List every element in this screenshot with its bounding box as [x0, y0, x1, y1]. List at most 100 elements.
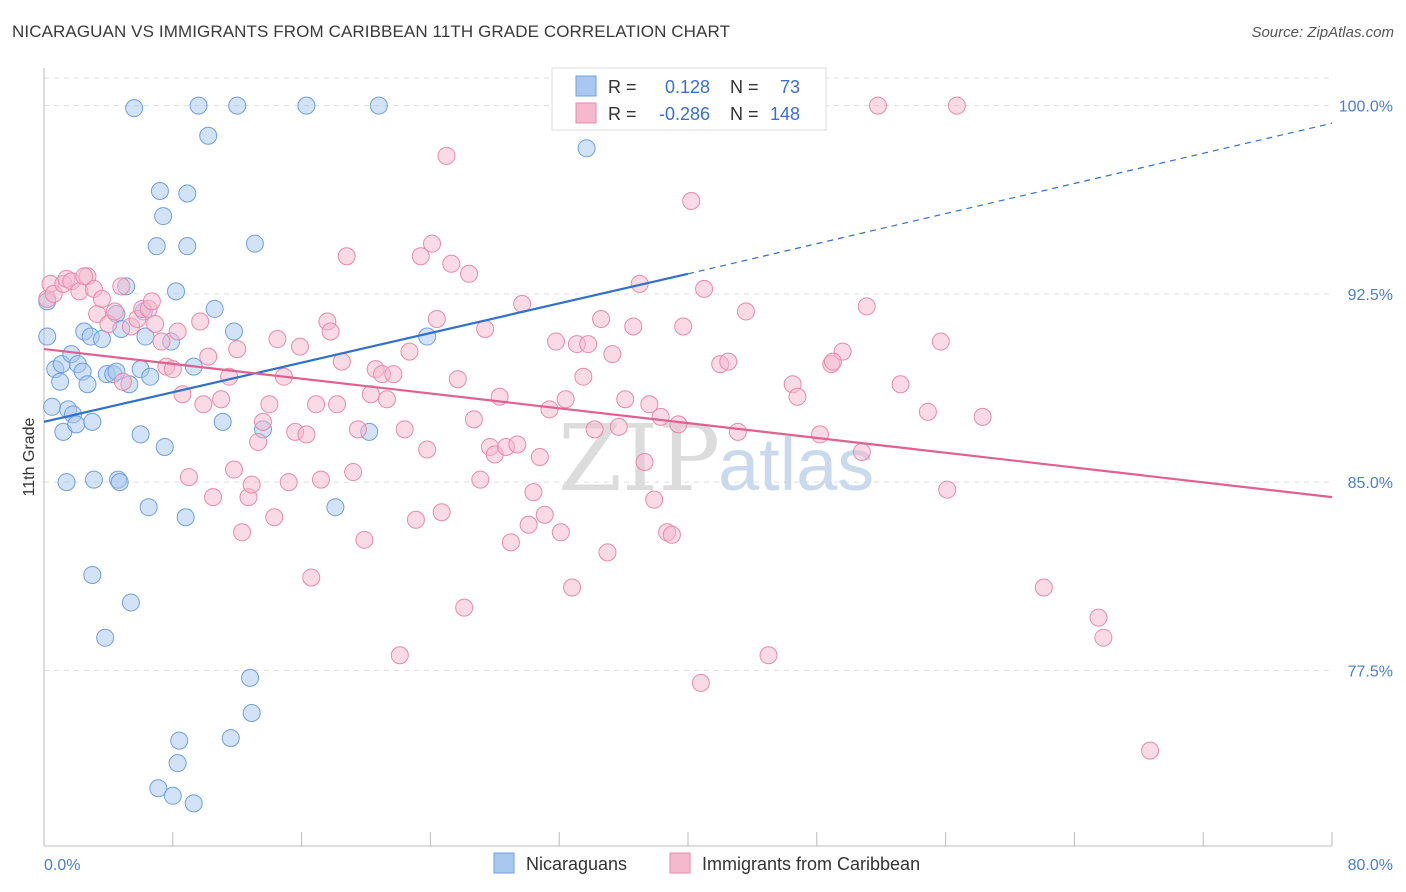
- point-caribbean: [455, 598, 474, 617]
- point-nicaraguans: [57, 473, 76, 492]
- point-caribbean: [645, 490, 664, 509]
- point-caribbean: [249, 432, 268, 451]
- point-caribbean: [476, 320, 495, 339]
- point-caribbean: [406, 510, 425, 529]
- legend-swatch-pink: [575, 102, 597, 124]
- point-caribbean: [609, 417, 628, 436]
- point-caribbean: [191, 312, 210, 331]
- legend-n-label-blue: N =: [730, 77, 759, 97]
- y-axis-title: 11th Grade: [21, 417, 38, 496]
- point-caribbean: [973, 407, 992, 426]
- point-nicaraguans: [78, 375, 97, 394]
- point-caribbean: [395, 420, 414, 439]
- point-caribbean: [852, 442, 871, 461]
- trend-line-extension-nicaraguans: [687, 122, 1333, 275]
- point-caribbean: [390, 646, 409, 665]
- point-caribbean: [592, 309, 611, 328]
- point-caribbean: [311, 470, 330, 489]
- point-caribbean: [279, 473, 298, 492]
- point-nicaraguans: [141, 367, 160, 386]
- point-caribbean: [635, 453, 654, 472]
- bottom-legend-label-pink: Immigrants from Caribbean: [702, 854, 920, 874]
- point-nicaraguans: [154, 207, 173, 226]
- point-caribbean: [551, 523, 570, 542]
- point-caribbean: [624, 317, 643, 336]
- point-nicaraguans: [199, 126, 218, 145]
- point-caribbean: [265, 508, 284, 527]
- point-nicaraguans: [245, 234, 264, 253]
- point-nicaraguans: [67, 415, 86, 434]
- point-nicaraguans: [110, 473, 129, 492]
- point-caribbean: [268, 330, 287, 349]
- point-nicaraguans: [577, 139, 596, 158]
- point-nicaraguans: [121, 593, 140, 612]
- legend-swatch-blue: [575, 75, 597, 97]
- legend-n-label-pink: N =: [730, 104, 759, 124]
- point-caribbean: [674, 317, 693, 336]
- point-caribbean: [242, 475, 261, 494]
- point-caribbean: [508, 435, 527, 454]
- point-caribbean: [212, 390, 231, 409]
- trend-layer: [43, 122, 1333, 499]
- point-nicaraguans: [213, 412, 232, 431]
- point-nicaraguans: [83, 565, 102, 584]
- point-caribbean: [460, 264, 479, 283]
- point-caribbean: [400, 342, 419, 361]
- bottom-legend-swatch-pink: [669, 852, 691, 874]
- point-caribbean: [260, 395, 279, 414]
- point-caribbean: [437, 146, 456, 165]
- point-caribbean: [524, 483, 543, 502]
- chart-title: NICARAGUAN VS IMMIGRANTS FROM CARIBBEAN …: [12, 22, 731, 41]
- point-caribbean: [598, 543, 617, 562]
- point-nicaraguans: [178, 237, 197, 256]
- point-caribbean: [682, 192, 701, 211]
- chart-source: Source: ZipAtlas.com: [1251, 24, 1394, 41]
- bottom-legend: Nicaraguans Immigrants from Caribbean: [493, 852, 920, 874]
- point-nicaraguans: [205, 299, 224, 318]
- point-caribbean: [918, 402, 937, 421]
- point-caribbean: [501, 533, 520, 552]
- point-caribbean: [427, 309, 446, 328]
- legend-n-value-blue: 73: [780, 77, 800, 97]
- point-caribbean: [579, 335, 598, 354]
- point-caribbean: [603, 345, 622, 364]
- point-nicaraguans: [176, 508, 195, 527]
- point-nicaraguans: [136, 327, 155, 346]
- point-caribbean: [411, 247, 430, 266]
- point-nicaraguans: [43, 397, 62, 416]
- point-caribbean: [1141, 741, 1160, 760]
- point-caribbean: [868, 96, 887, 115]
- point-nicaraguans: [150, 181, 169, 200]
- point-caribbean: [92, 289, 111, 308]
- point-nicaraguans: [139, 498, 158, 517]
- point-caribbean: [377, 390, 396, 409]
- y-tick-labels: 77.5% 85.0% 92.5% 100.0%: [1339, 99, 1393, 681]
- point-caribbean: [788, 387, 807, 406]
- watermark: ZIP atlas: [558, 405, 874, 512]
- point-caribbean: [695, 279, 714, 298]
- point-nicaraguans: [369, 96, 388, 115]
- point-caribbean: [199, 347, 218, 366]
- point-nicaraguans: [221, 729, 240, 748]
- legend-box: [551, 67, 827, 131]
- point-caribbean: [442, 254, 461, 273]
- point-caribbean: [640, 395, 659, 414]
- point-caribbean: [585, 420, 604, 439]
- point-caribbean: [938, 480, 957, 499]
- point-caribbean: [75, 267, 94, 286]
- point-caribbean: [204, 488, 223, 507]
- legend-r-label-pink: R =: [608, 104, 637, 124]
- point-caribbean: [179, 468, 198, 487]
- point-caribbean: [891, 375, 910, 394]
- point-caribbean: [290, 337, 309, 356]
- legend-r-label-blue: R =: [608, 77, 637, 97]
- point-caribbean: [669, 415, 688, 434]
- point-caribbean: [432, 503, 451, 522]
- axis-layer: [43, 68, 1333, 847]
- point-nicaraguans: [92, 330, 111, 349]
- point-caribbean: [321, 322, 340, 341]
- point-caribbean: [464, 410, 483, 429]
- point-nicaraguans: [189, 96, 208, 115]
- point-caribbean: [113, 372, 132, 391]
